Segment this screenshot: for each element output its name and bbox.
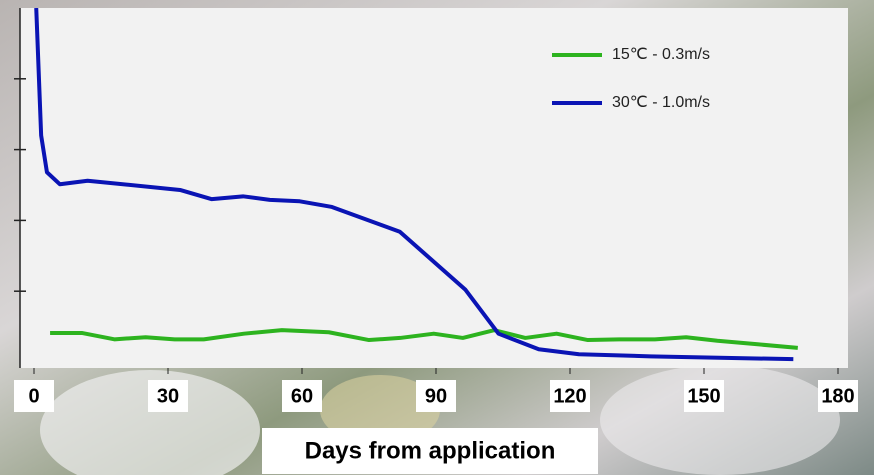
chart: Days from application 0 30 60 90 120 150 180 15… (0, 0, 874, 475)
x-tick-label: 120 (553, 385, 586, 407)
legend-label: 15℃ - 0.3m/s (612, 46, 710, 63)
x-tick-label: 60 (291, 385, 313, 407)
x-tick-label: 30 (157, 385, 179, 407)
x-tick-label: 0 (28, 385, 39, 407)
x-tick-label: 180 (821, 385, 854, 407)
x-axis-title: Days from application (305, 437, 556, 464)
x-tick-label: 90 (425, 385, 447, 407)
x-tick-label: 150 (687, 385, 720, 407)
legend-label: 30℃ - 1.0m/s (612, 94, 710, 111)
page: Days from application 0 30 60 90 120 150 180 15… (0, 0, 874, 475)
